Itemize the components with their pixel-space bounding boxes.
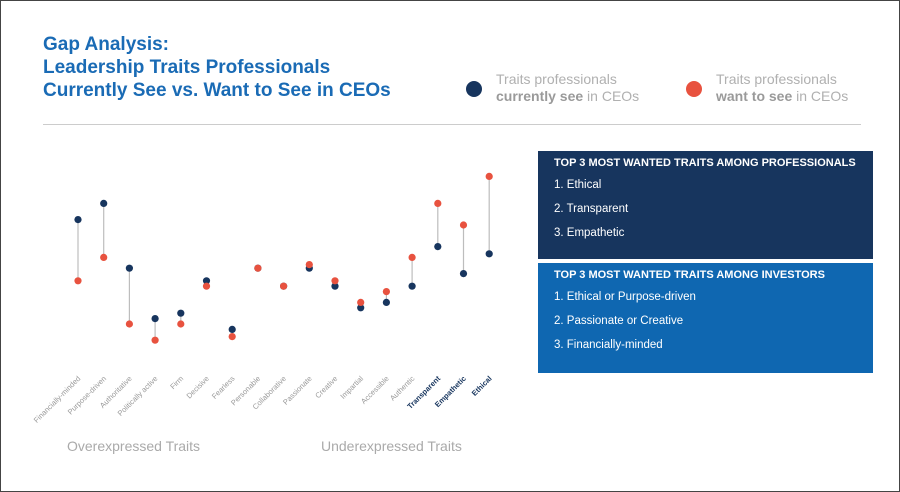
dot (74, 277, 82, 285)
x-tick-label: Financially-minded (32, 374, 83, 425)
dot (125, 264, 133, 272)
legend-item: Traits professionals currently see in CE… (466, 71, 646, 105)
legend-item: Traits professionals want to see in CEOs (686, 71, 866, 105)
panel-item: 3. Empathetic (554, 227, 625, 239)
dot (331, 277, 339, 285)
panel-title: TOP 3 MOST WANTED TRAITS AMONG INVESTORS (554, 269, 825, 281)
title-line: Gap Analysis: (43, 34, 170, 55)
dot (74, 216, 82, 224)
dot (408, 282, 416, 290)
x-tick-label: Ethical (470, 374, 494, 398)
dot (254, 264, 262, 272)
dot (459, 221, 468, 229)
dot (485, 172, 493, 180)
panel-item: 2. Passionate or Creative (554, 315, 684, 327)
dot (100, 253, 108, 261)
panel: TOP 3 MOST WANTED TRAITS AMONG INVESTORS… (538, 263, 873, 373)
x-tick-label: Decisive (185, 374, 211, 400)
dot (357, 298, 365, 306)
dot (459, 270, 468, 278)
dot (228, 333, 236, 341)
divider (43, 124, 861, 125)
annotation: Underexpressed Traits (321, 438, 462, 454)
annotation: Overexpressed Traits (67, 438, 201, 454)
legend-emphasis: currently see (496, 88, 584, 104)
title-line: Leadership Traits Professionals (43, 57, 331, 78)
dot (434, 199, 442, 207)
dot (357, 304, 365, 312)
dot (177, 309, 185, 317)
dot (125, 320, 133, 328)
panel-item: 3. Financially-minded (554, 339, 663, 351)
title: Gap Analysis: Leadership Traits Professi… (43, 33, 391, 102)
panel-item: 1. Ethical (554, 179, 602, 191)
dot (382, 288, 390, 296)
x-tick-label: Creative (313, 374, 339, 400)
panel-item: 1. Ethical or Purpose-driven (554, 291, 696, 303)
dot (151, 315, 159, 323)
dot (202, 277, 211, 285)
x-tick-label: Firm (168, 374, 185, 391)
dot (331, 282, 339, 290)
panel: TOP 3 MOST WANTED TRAITS AMONG PROFESSIO… (538, 151, 873, 259)
dot (202, 282, 211, 290)
legend-emphasis: want to see (716, 88, 793, 104)
dot (434, 243, 442, 251)
panel-item: 2. Transparent (554, 203, 629, 215)
legend-swatch (466, 81, 482, 97)
dot (177, 320, 185, 328)
legend-swatch (686, 81, 702, 97)
dot (408, 253, 416, 261)
dot (305, 261, 313, 269)
dot (485, 250, 493, 258)
title-line: Currently See vs. Want to See in CEOs (43, 80, 391, 101)
dot (280, 282, 288, 290)
x-tick-label: Accessible (359, 374, 391, 406)
panel-title: TOP 3 MOST WANTED TRAITS AMONG PROFESSIO… (554, 157, 856, 169)
dot (151, 336, 159, 344)
dot (100, 199, 108, 207)
dot (228, 325, 236, 333)
dot (382, 298, 390, 306)
